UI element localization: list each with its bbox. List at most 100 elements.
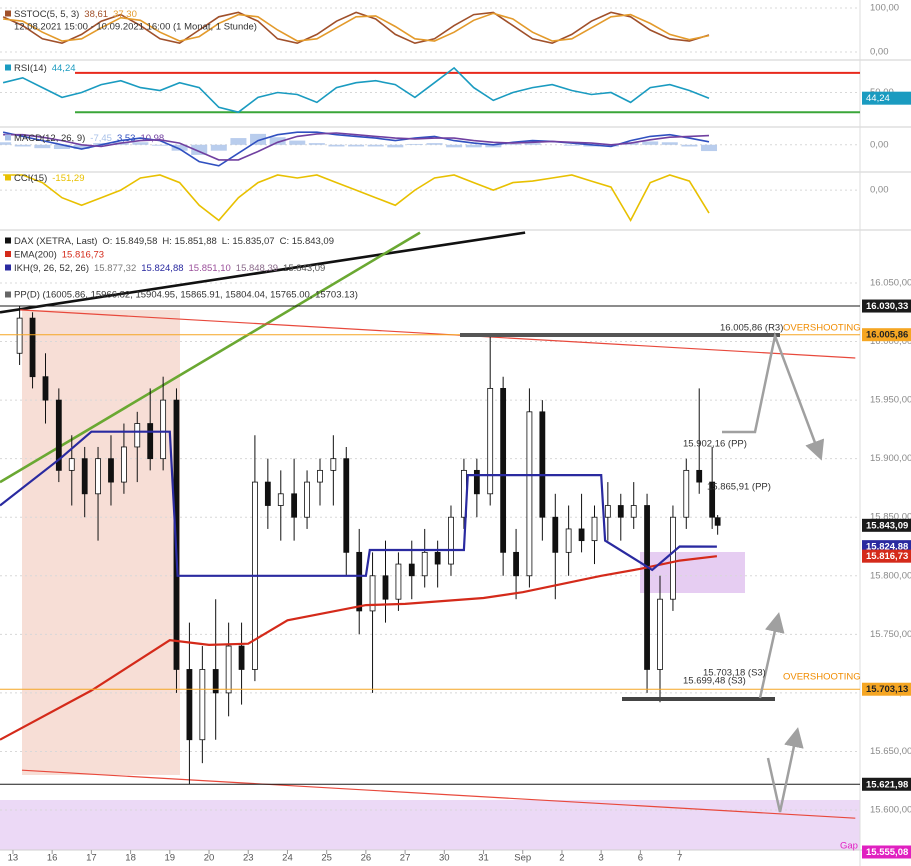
- candle-body: [147, 423, 154, 460]
- price-badge: [862, 682, 911, 696]
- histogram-bar: [171, 144, 188, 151]
- legend: SSTOC(5, 5, 3) 38,61 37,30: [14, 9, 137, 20]
- histogram-bar: [250, 133, 267, 145]
- candle-body: [421, 551, 428, 577]
- legend: CCI(15) -151,29: [14, 173, 85, 184]
- legend-value: O: 15.849,58: [102, 236, 157, 247]
- legend-value: 15.848,39: [236, 263, 278, 274]
- trend-line: [0, 231, 421, 484]
- candle-body: [134, 423, 141, 448]
- legend-icon: [5, 174, 11, 181]
- candle-body: [683, 469, 690, 518]
- x-tick-label: 19: [165, 853, 176, 864]
- legend-icon: [5, 237, 11, 244]
- candle-body: [487, 387, 494, 495]
- candle-body: [395, 563, 402, 600]
- histogram-bar: [289, 140, 306, 145]
- candle-body: [408, 563, 415, 577]
- y-tick-label: 15.650,00: [870, 746, 911, 757]
- series-line: [0, 430, 717, 577]
- candle-body: [317, 469, 323, 483]
- y-tick-label: 15.950,00: [870, 395, 911, 406]
- histogram-bar: [269, 137, 286, 145]
- annotation: 15.699,48 (S3): [683, 676, 746, 687]
- legend-value: -151,29: [52, 173, 84, 184]
- x-tick-label: 18: [125, 853, 136, 864]
- x-tick-label: 25: [321, 853, 332, 864]
- candle-body: [55, 399, 62, 471]
- candle-body: [212, 669, 219, 694]
- histogram-bar: [73, 144, 90, 149]
- legend-icon: [5, 134, 11, 141]
- price-badge-label: 15.843,09: [866, 520, 908, 531]
- histogram-bar: [387, 144, 404, 148]
- series-line: [3, 12, 710, 42]
- annotation: OVERSHOOTING: [783, 323, 861, 334]
- annotation: 15.865,91 (PP): [707, 482, 771, 493]
- annotation: 16.005,86 (R3): [720, 323, 783, 334]
- x-tick-label: 3: [599, 853, 604, 864]
- legend-title: MACD(12, 26, 9): [14, 133, 85, 144]
- series-line: [0, 555, 718, 741]
- histogram-bar: [210, 144, 227, 151]
- candle-body: [291, 493, 298, 518]
- candle-body: [108, 458, 114, 483]
- histogram-bar: [504, 143, 521, 145]
- x-tick-label: 23: [243, 853, 254, 864]
- legend-value: C: 15.843,09: [280, 236, 334, 247]
- legend-value: 3,53: [117, 133, 136, 144]
- x-tick-label: 2: [559, 853, 564, 864]
- annotation: Gap: [840, 841, 858, 852]
- price-badge-label: 15.555,08: [866, 847, 908, 858]
- legend-value: 15.843,09: [283, 263, 325, 274]
- legend: MACD(12, 26, 9) -7,45 3,53 10,98: [14, 133, 164, 144]
- legend-icon: [5, 251, 11, 257]
- gap-zone: [0, 800, 860, 850]
- candle-body: [68, 458, 75, 471]
- candle-body: [382, 575, 389, 600]
- candle-body: [670, 516, 676, 600]
- histogram-bar: [191, 144, 208, 155]
- candle-body: [121, 446, 127, 483]
- candle-body: [29, 317, 36, 378]
- candle-body: [657, 598, 663, 670]
- candle-body: [95, 458, 101, 495]
- series-line: [3, 174, 710, 223]
- y-tick-label: 15.900,00: [870, 453, 911, 464]
- histogram-bar: [34, 144, 51, 149]
- value-badge-label: 44,24: [866, 93, 890, 104]
- histogram-bar: [583, 144, 600, 147]
- candle-body: [330, 458, 337, 471]
- series-line: [2, 66, 710, 114]
- legend-value: 15.824,88: [141, 263, 183, 274]
- histogram-bar: [93, 143, 110, 145]
- legend: PP(D) (16005.86, 15966.82, 15904.95, 158…: [14, 290, 358, 301]
- y-tick-label: 15.800,00: [870, 570, 911, 581]
- projection-arrow: [722, 331, 825, 461]
- candle-body: [644, 505, 650, 670]
- annotation: OVERSHOOTING: [783, 672, 861, 683]
- histogram-bar: [681, 144, 698, 147]
- price-badge: [862, 299, 911, 313]
- legend-value: 15.851,10: [189, 263, 231, 274]
- x-tick-label: 20: [204, 853, 215, 864]
- price-badge: [862, 328, 911, 342]
- projection-arrow: [766, 727, 804, 813]
- candle-body: [714, 517, 721, 526]
- candle-body: [16, 317, 23, 354]
- x-tick-label: 6: [638, 853, 643, 864]
- x-tick-label: Sep: [514, 853, 531, 864]
- candle-body: [81, 458, 88, 495]
- date-range: 12.08.2021 15:00 - 10.09.2021 16:00 (1 M…: [14, 22, 257, 33]
- x-tick-label: 17: [86, 853, 97, 864]
- price-badge-label: 15.824,88: [866, 542, 908, 553]
- histogram-bar: [524, 143, 541, 145]
- legend-value: H: 15.851,88: [162, 236, 216, 247]
- candle-body: [617, 505, 624, 518]
- price-badge-label: 16.005,86: [866, 330, 908, 341]
- candle-body: [500, 387, 507, 553]
- legend: RSI(14) 44,24: [14, 63, 76, 74]
- histogram-bar: [406, 143, 423, 145]
- candle-body: [473, 469, 480, 495]
- legend-value: 37,30: [113, 9, 137, 20]
